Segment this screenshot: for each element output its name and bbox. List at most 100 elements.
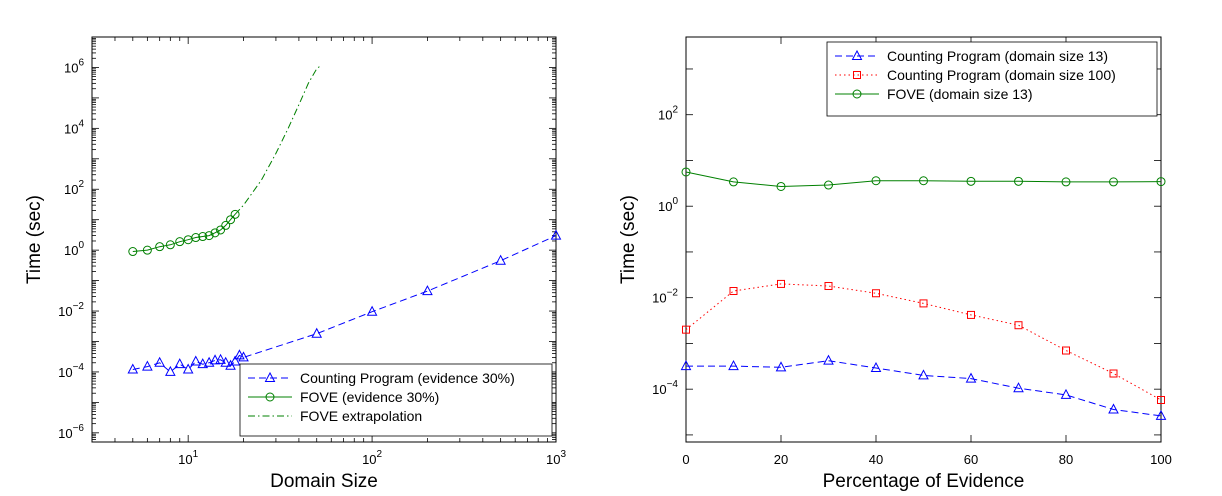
data-point: [234, 349, 245, 360]
data-point: [1062, 346, 1070, 355]
tick-label: 60: [964, 452, 978, 467]
x-axis-label: Domain Size: [270, 471, 378, 492]
ticks: [91, 36, 557, 443]
data-point: [216, 225, 226, 235]
series-0: [127, 229, 562, 376]
series-1: [682, 279, 1165, 404]
data-point: [128, 247, 138, 257]
data-point: [775, 361, 787, 372]
data-point: [1013, 382, 1024, 393]
tick-label: 10−4: [58, 362, 84, 380]
data-point: [919, 299, 928, 308]
data-point: [1108, 403, 1119, 414]
data-point: [824, 282, 833, 291]
data-point: [220, 356, 232, 367]
tick-label: 10−2: [652, 288, 678, 306]
data-point: [191, 233, 201, 243]
series-0: [680, 354, 1167, 420]
data-point: [1155, 409, 1167, 420]
data-point: [1156, 177, 1166, 187]
data-point: [311, 327, 323, 338]
legend-entry: FOVE (evidence 30%): [300, 389, 439, 405]
data-point: [1060, 388, 1072, 399]
legend-marker: [851, 49, 863, 60]
legend-marker: [264, 371, 276, 382]
data-point: [182, 363, 194, 374]
data-point: [204, 231, 214, 241]
data-point: [1014, 176, 1023, 186]
series-2: [234, 64, 322, 215]
legend-entry: Counting Program (domain size 100): [887, 67, 1116, 83]
data-point: [1109, 177, 1118, 187]
data-point: [165, 240, 175, 250]
data-point: [422, 285, 433, 296]
data-point: [197, 358, 209, 369]
data-point: [681, 167, 691, 177]
data-point: [221, 220, 231, 230]
tick-label: 102: [362, 449, 382, 467]
tick-label: 100: [64, 240, 84, 258]
data-point: [680, 359, 692, 371]
legend-marker: [853, 71, 861, 79]
legend-entry: FOVE extrapolation: [300, 408, 422, 424]
y-axis-label: Time (sec): [618, 195, 639, 284]
data-point: [682, 325, 690, 334]
data-point: [823, 354, 834, 365]
legend: Counting Program (evidence 30%) FOVE (evi…: [239, 363, 553, 437]
tick-label: 10−6: [58, 423, 84, 441]
data-point: [154, 356, 166, 367]
y-axis-label: Time (sec): [24, 195, 45, 284]
data-point: [366, 305, 378, 316]
tick-label: 104: [64, 118, 84, 136]
data-point: [966, 176, 976, 186]
data-point: [238, 351, 249, 362]
data-point: [226, 215, 236, 225]
data-point: [871, 176, 881, 186]
series-line: [234, 64, 322, 215]
data-point: [215, 353, 226, 364]
data-point: [872, 289, 880, 298]
data-point: [550, 229, 562, 240]
data-point: [174, 358, 186, 369]
data-point: [1157, 395, 1165, 404]
data-point: [190, 355, 202, 366]
data-point: [210, 228, 220, 238]
tick-label: 102: [64, 179, 84, 197]
data-point: [965, 372, 977, 383]
data-point: [776, 181, 786, 191]
plot-frame: [685, 36, 1162, 443]
data-point: [155, 242, 165, 252]
series-line: [686, 360, 1162, 417]
data-point: [142, 245, 152, 255]
x-axis-label: Percentage of Evidence: [823, 471, 1025, 492]
data-point: [870, 361, 882, 373]
data-point: [729, 287, 738, 296]
series-line: [132, 213, 236, 252]
series-line: [685, 283, 1162, 401]
legend-entry: Counting Program (evidence 30%): [300, 370, 515, 386]
data-point: [729, 177, 738, 187]
data-point: [728, 359, 739, 371]
tick-label: 10−2: [58, 301, 84, 319]
series-line: [685, 171, 1162, 188]
legend-marker: [852, 89, 862, 99]
tick-label: 0: [682, 452, 689, 467]
tick-label: 80: [1059, 452, 1073, 467]
legend: Counting Program (domain size 13) Countin…: [826, 41, 1158, 117]
data-point: [777, 279, 785, 288]
legend-entry: Counting Program (domain size 13): [887, 48, 1108, 64]
data-point: [229, 355, 241, 366]
tick-label: 100: [1150, 452, 1172, 467]
data-point: [918, 369, 929, 380]
data-point: [967, 310, 975, 319]
data-point: [824, 180, 833, 190]
data-point: [495, 254, 506, 265]
tick-label: 20: [774, 452, 788, 467]
tick-label: 40: [869, 452, 883, 467]
data-point: [1061, 177, 1071, 187]
tick-label: 106: [64, 57, 84, 75]
data-point: [127, 363, 139, 374]
data-point: [142, 360, 153, 371]
legend-marker: [265, 392, 275, 402]
tick-label: 100: [658, 196, 678, 214]
